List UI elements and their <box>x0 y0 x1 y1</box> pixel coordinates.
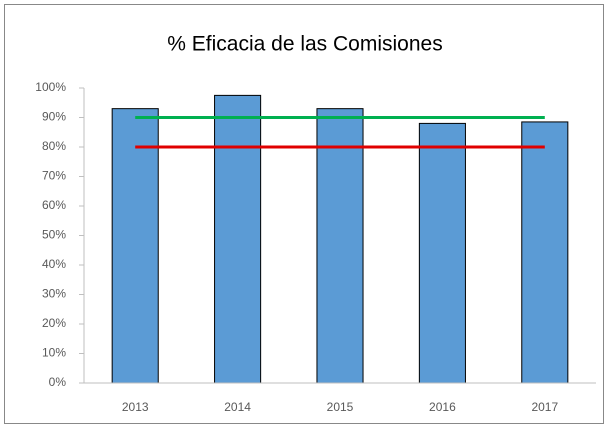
y-tick-label: 10% <box>42 346 66 360</box>
y-tick-label: 70% <box>42 169 66 183</box>
y-tick-label: 50% <box>42 228 66 242</box>
y-tick-label: 100% <box>35 80 66 94</box>
x-tick-label: 2015 <box>327 400 354 414</box>
y-tick-label: 40% <box>42 257 66 271</box>
y-tick-label: 20% <box>42 316 66 330</box>
y-tick-label: 60% <box>42 198 66 212</box>
y-tick-label: 0% <box>49 375 67 389</box>
bar <box>521 121 569 384</box>
bar <box>316 108 364 384</box>
bar <box>418 122 466 384</box>
x-tick-label: 2016 <box>429 400 456 414</box>
y-tick-label: 80% <box>42 139 66 153</box>
y-tick-label: 30% <box>42 287 66 301</box>
chart-title: % Eficacia de las Comisiones <box>167 33 442 56</box>
chart-border <box>4 4 604 424</box>
x-tick-label: 2014 <box>224 400 251 414</box>
x-tick-label: 2017 <box>531 400 558 414</box>
bar <box>111 108 159 384</box>
y-tick-label: 90% <box>42 110 66 124</box>
x-tick-label: 2013 <box>122 400 149 414</box>
bar <box>214 94 262 384</box>
